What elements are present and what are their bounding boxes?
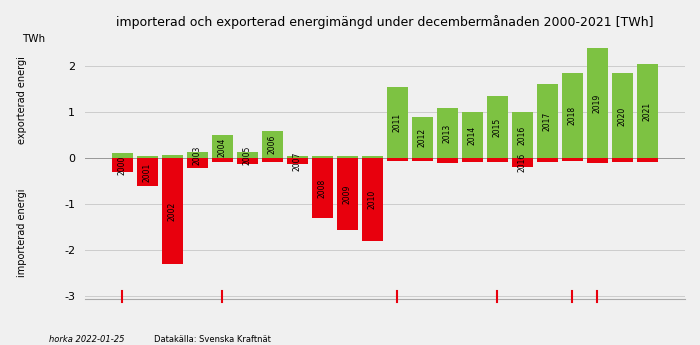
Bar [212, 158, 232, 162]
Bar [412, 158, 433, 161]
Bar [637, 158, 658, 162]
Bar [462, 158, 483, 162]
Text: 2011: 2011 [393, 113, 402, 132]
Bar [237, 158, 258, 164]
Bar [487, 158, 508, 162]
Bar [162, 155, 183, 158]
Bar [362, 158, 383, 241]
Bar [212, 136, 232, 158]
Title: importerad och exporterad energimängd under decembermånaden 2000-2021 [TWh]: importerad och exporterad energimängd un… [116, 15, 654, 29]
Bar [438, 108, 458, 158]
Text: 2001: 2001 [143, 162, 152, 182]
Bar [312, 156, 332, 158]
Text: TWh: TWh [22, 34, 46, 44]
Text: 2000: 2000 [118, 156, 127, 175]
Bar [438, 158, 458, 163]
Bar [462, 111, 483, 158]
Bar [287, 156, 308, 158]
Bar [512, 158, 533, 167]
Text: 2006: 2006 [268, 135, 277, 154]
Text: 2010: 2010 [368, 190, 377, 209]
Bar [612, 158, 633, 162]
Text: 2005: 2005 [243, 145, 252, 165]
Bar [112, 153, 132, 158]
Bar [237, 151, 258, 158]
Bar [137, 156, 158, 158]
Text: 2002: 2002 [168, 202, 177, 221]
Bar [112, 158, 132, 172]
Text: 2009: 2009 [343, 185, 352, 204]
Bar [262, 131, 283, 158]
Text: 2021: 2021 [643, 102, 652, 121]
Bar [287, 158, 308, 164]
Bar [537, 158, 558, 162]
Text: 2016: 2016 [518, 153, 527, 172]
Bar [387, 158, 407, 161]
Bar [337, 156, 358, 158]
Bar [412, 117, 433, 158]
Bar [187, 158, 208, 168]
Text: Datakälla: Svenska Kraftnät: Datakälla: Svenska Kraftnät [154, 335, 271, 344]
Bar [387, 87, 407, 158]
Text: importerad energi: importerad energi [18, 188, 27, 277]
Text: 2007: 2007 [293, 151, 302, 171]
Text: 2019: 2019 [593, 93, 602, 113]
Text: 2017: 2017 [543, 111, 552, 131]
Bar [312, 158, 332, 218]
Text: 2020: 2020 [618, 106, 627, 126]
Bar [562, 158, 582, 161]
Text: 2004: 2004 [218, 137, 227, 157]
Bar [562, 73, 582, 158]
Bar [137, 158, 158, 186]
Text: 2008: 2008 [318, 179, 327, 198]
Bar [187, 151, 208, 158]
Bar [587, 48, 608, 158]
Text: 2014: 2014 [468, 125, 477, 145]
Text: 2013: 2013 [443, 124, 452, 143]
Bar [487, 96, 508, 158]
Text: exporterad energi: exporterad energi [18, 57, 27, 144]
Text: horka 2022-01-25: horka 2022-01-25 [49, 335, 125, 344]
Bar [612, 73, 633, 158]
Bar [362, 156, 383, 158]
Bar [162, 158, 183, 264]
Bar [637, 64, 658, 158]
Bar [337, 158, 358, 230]
Text: 2016: 2016 [518, 125, 527, 145]
Bar [512, 111, 533, 158]
Bar [587, 158, 608, 163]
Text: 2015: 2015 [493, 118, 502, 137]
Text: 2012: 2012 [418, 128, 427, 147]
Bar [537, 83, 558, 158]
Bar [262, 158, 283, 162]
Text: 2018: 2018 [568, 106, 577, 126]
Text: 2003: 2003 [193, 145, 202, 165]
